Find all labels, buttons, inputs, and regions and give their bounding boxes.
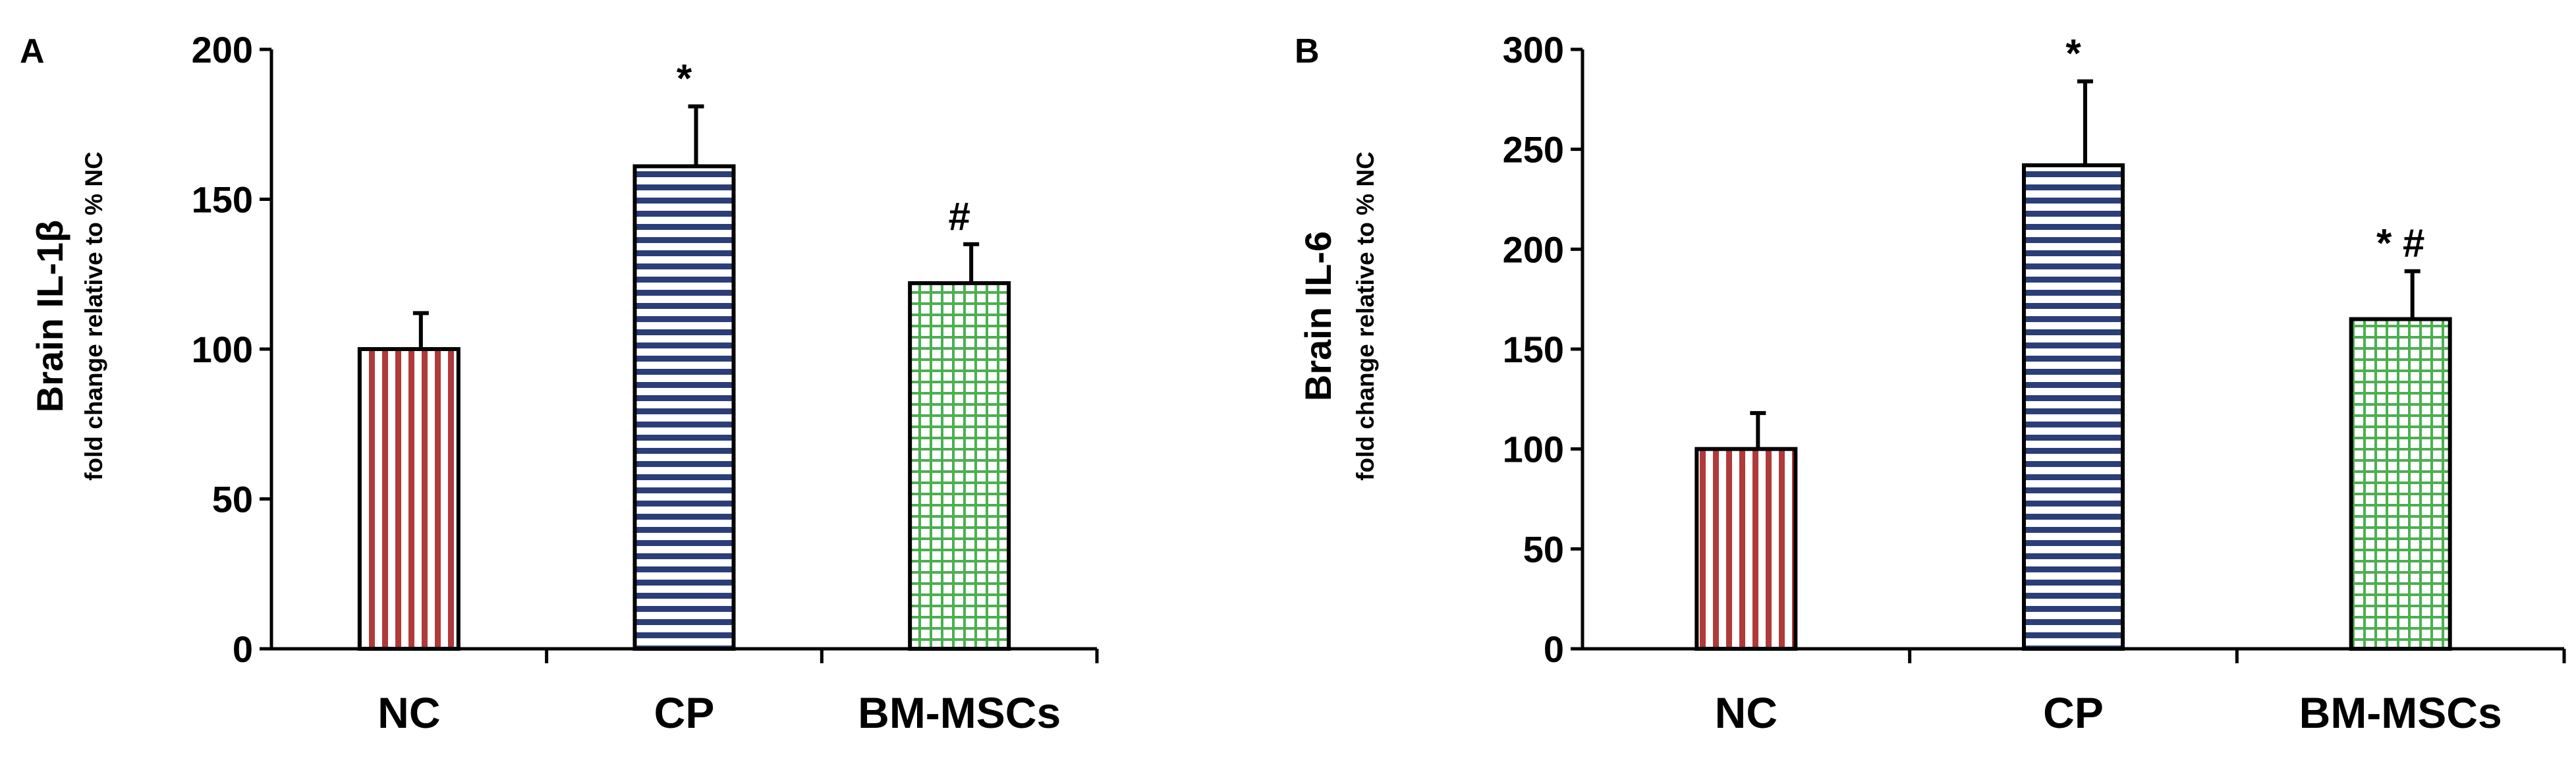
bar-cp <box>2022 163 2125 651</box>
panel-label: B <box>1295 32 1320 70</box>
bar-cp <box>632 164 736 651</box>
y-tick-label: 150 <box>192 179 253 221</box>
y-tick-label: 300 <box>1503 29 1564 70</box>
bar-bm-mscs <box>908 281 1011 651</box>
x-category-label: BM-MSCs <box>858 688 1061 737</box>
significance-mark: # <box>948 194 970 238</box>
significance-mark: * <box>2065 32 2081 76</box>
y-tick-label: 200 <box>1503 229 1564 270</box>
y-axis-sublabel: fold change relative to % NC <box>80 151 107 481</box>
y-tick-label: 50 <box>1523 528 1564 570</box>
significance-mark: * # <box>2376 221 2424 265</box>
bar-nc <box>1694 447 1798 651</box>
y-tick-label: 0 <box>233 628 253 670</box>
significance-mark: * <box>677 56 692 100</box>
y-tick-label: 0 <box>1544 628 1564 670</box>
x-category-label: NC <box>378 688 440 737</box>
y-tick-label: 50 <box>212 479 253 520</box>
y-axis-label: Brain IL-1β <box>29 220 70 412</box>
y-tick-label: 200 <box>192 29 253 70</box>
bar-bm-mscs <box>2349 317 2452 651</box>
bar-nc <box>357 347 461 651</box>
x-category-label: CP <box>654 688 715 737</box>
panel-label: A <box>20 32 45 70</box>
x-category-label: BM-MSCs <box>2299 688 2502 737</box>
x-category-label: NC <box>1715 688 1778 737</box>
y-axis-sublabel: fold change relative to % NC <box>1352 151 1379 481</box>
y-tick-label: 250 <box>1503 129 1564 171</box>
y-axis-label: Brain IL-6 <box>1297 231 1339 401</box>
y-tick-label: 100 <box>1503 429 1564 470</box>
y-tick-label: 100 <box>192 329 253 370</box>
chart-panel-B: B Brain IL-6 fold change relative to % NC 0… <box>1295 29 2566 737</box>
x-category-label: CP <box>2043 688 2104 737</box>
chart-panel-A: A Brain IL-1β fold change relative to % NC… <box>20 29 1099 737</box>
y-tick-label: 150 <box>1503 329 1564 370</box>
